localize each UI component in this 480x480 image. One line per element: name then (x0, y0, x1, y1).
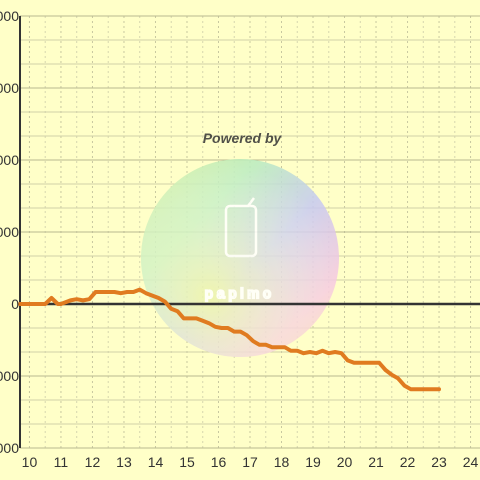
x-tick-label: 11 (54, 454, 69, 470)
y-tick-label: 12,000 (0, 8, 19, 24)
x-tick-label: 23 (431, 454, 447, 470)
watermark-logo-icon-tab (247, 197, 255, 207)
x-tick-label: 24 (463, 454, 479, 470)
x-tick-label: 18 (274, 454, 290, 470)
x-tick-label: 20 (337, 454, 353, 470)
watermark-logo-icon (224, 204, 258, 258)
y-tick-label: 9,000 (0, 80, 19, 96)
x-tick-label: 14 (148, 454, 164, 470)
watermark-brand: papimo (205, 285, 275, 301)
axes (19, 16, 480, 448)
y-tick-labels: -6,000 -3,000 0 3,000 6,000 9,000 12,000 (0, 8, 19, 456)
x-tick-label: 15 (179, 454, 195, 470)
x-tick-label: 19 (305, 454, 321, 470)
x-tick-label: 17 (242, 454, 258, 470)
y-tick-label: -6,000 (0, 440, 19, 456)
x-tick-label: 16 (211, 454, 227, 470)
y-tick-label: -3,000 (0, 368, 19, 384)
x-tick-label: 12 (85, 454, 101, 470)
watermark: papimo Powered by (141, 130, 339, 357)
y-tick-label: 0 (11, 296, 19, 312)
x-tick-label: 13 (116, 454, 132, 470)
x-tick-label: 21 (368, 454, 384, 470)
watermark-disc-shade (141, 159, 339, 357)
series-line (18, 287, 441, 392)
y-tick-label: 6,000 (0, 152, 19, 168)
watermark-powered-by: Powered by (203, 130, 283, 146)
y-tick-label: 3,000 (0, 224, 19, 240)
x-tick-label: 22 (400, 454, 416, 470)
x-tick-labels: 10 11 12 13 14 15 16 17 18 19 20 21 22 23 24 (22, 454, 479, 470)
x-tick-label: 10 (22, 454, 38, 470)
